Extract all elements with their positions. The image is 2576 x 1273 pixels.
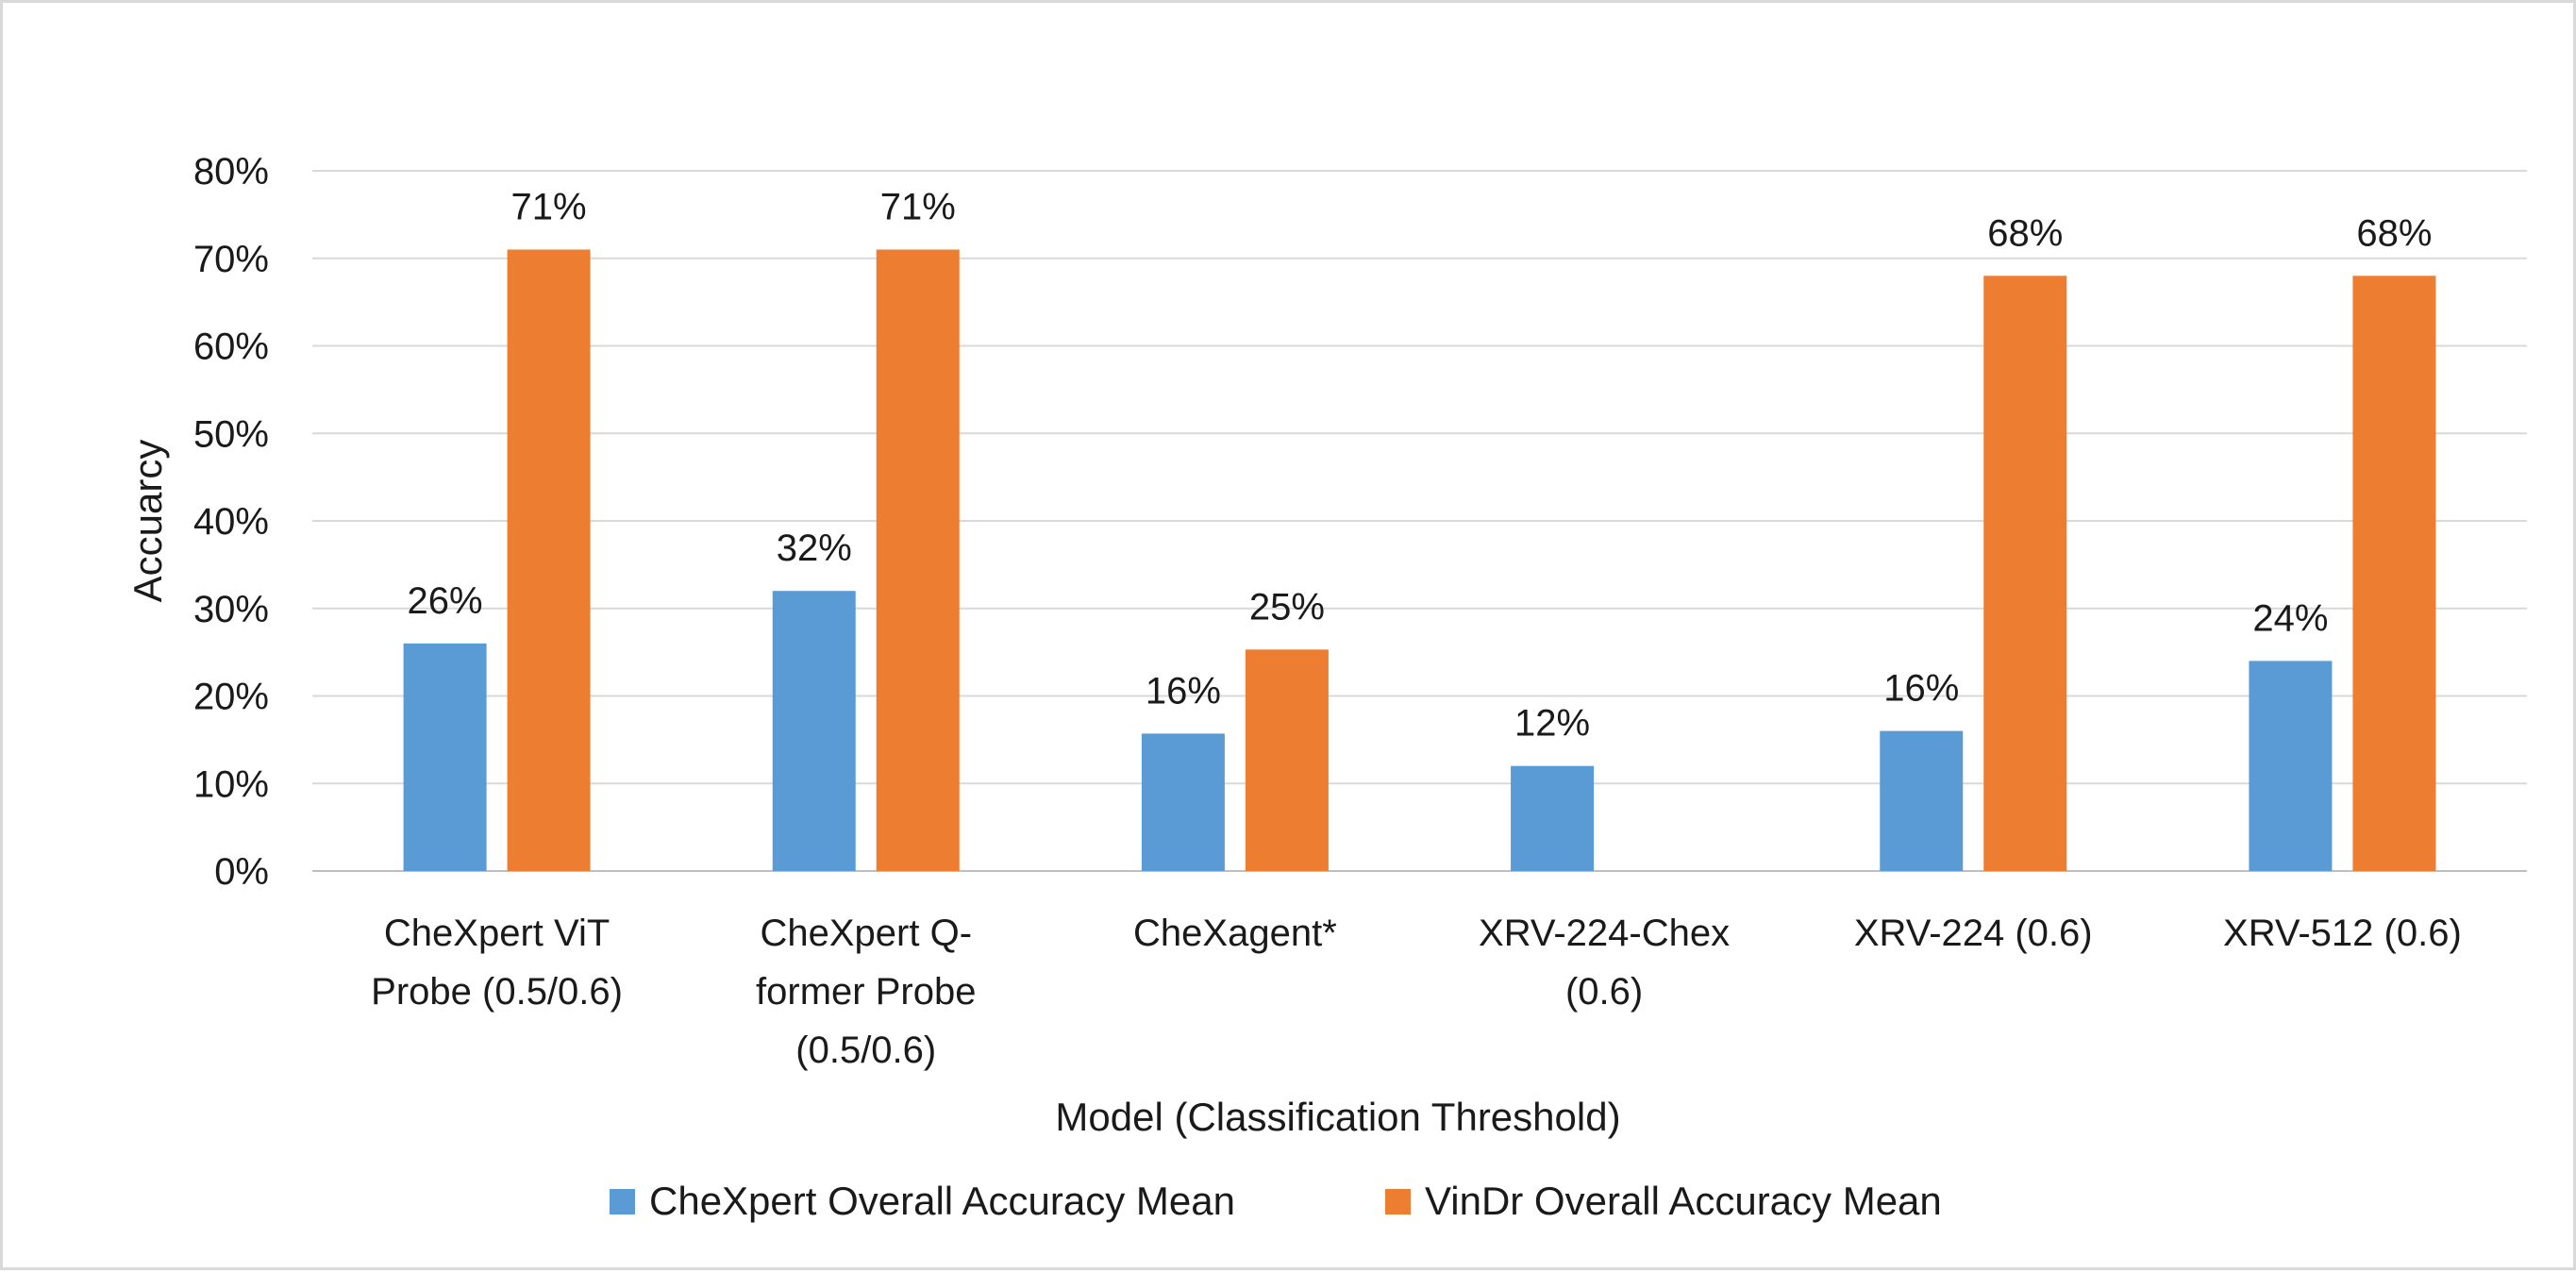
y-tick-label: 40% <box>193 501 269 543</box>
x-category-label: XRV-512 (0.6) <box>2223 913 2462 954</box>
data-label: 71% <box>511 186 587 227</box>
data-label: 32% <box>777 528 852 569</box>
y-tick-label: 60% <box>193 327 269 368</box>
legend: CheXpert Overall Accuracy Mean VinDr Over… <box>610 1179 1942 1223</box>
bar-vindr <box>2352 276 2435 871</box>
x-category-label: CheXagent* <box>1133 913 1337 954</box>
bar-vindr <box>1983 276 2066 871</box>
x-category-label: CheXpert ViT <box>384 913 610 954</box>
bar-chexpert <box>2249 661 2332 871</box>
data-labels: 26% 71% 32% 71% 16% 25% 12% 16% 68% 24% 68% <box>408 186 2433 744</box>
x-axis-categories: CheXpert ViT Probe (0.5/0.6) CheXpert Q-fo… <box>371 913 2462 1071</box>
y-tick-label: 80% <box>193 151 269 193</box>
bar-vindr <box>877 249 960 871</box>
bar-chart: 0% 10% 20% 30% 40% 50% 60% 70% 80% 26% 71% 32% 71% 1… <box>3 3 2576 1273</box>
bar-chexpert <box>773 591 856 871</box>
data-label: 12% <box>1514 703 1590 745</box>
legend-swatch <box>1385 1189 1411 1214</box>
x-category-label: Probe (0.5/0.6) <box>371 971 623 1013</box>
data-label: 68% <box>2356 212 2432 254</box>
y-tick-label: 20% <box>193 677 269 718</box>
data-label: 16% <box>1146 670 1221 712</box>
x-category-label: (0.6) <box>1565 971 1643 1013</box>
data-label: 68% <box>1987 212 2063 254</box>
y-tick-label: 30% <box>193 589 269 630</box>
x-category-label: CheXpert Q- <box>760 913 972 954</box>
data-label: 24% <box>2252 597 2328 639</box>
y-tick-label: 70% <box>193 239 269 280</box>
legend-label: CheXpert Overall Accuracy Mean <box>649 1179 1235 1223</box>
legend-swatch <box>610 1189 635 1214</box>
data-label: 16% <box>1883 668 1959 710</box>
y-axis-title: Accuarcy <box>125 440 170 603</box>
data-label: 26% <box>408 580 483 622</box>
bar-chexpert <box>1511 766 1594 871</box>
x-category-label: XRV-224 (0.6) <box>1854 913 2093 954</box>
y-tick-label: 10% <box>193 763 269 805</box>
x-axis-title: Model (Classification Threshold) <box>1055 1095 1620 1139</box>
y-axis-ticks: 0% 10% 20% 30% 40% 50% 60% 70% 80% <box>193 151 269 893</box>
y-tick-label: 0% <box>214 851 269 893</box>
bar-chexpert <box>1880 731 1963 871</box>
gridlines <box>312 171 2527 871</box>
legend-label: VinDr Overall Accuracy Mean <box>1425 1179 1942 1223</box>
x-category-label: former Probe <box>756 971 976 1013</box>
x-category-label: XRV-224-Chex <box>1479 913 1730 954</box>
bar-chexpert <box>1142 733 1225 871</box>
x-category-label: (0.5/0.6) <box>795 1030 936 1071</box>
data-label: 25% <box>1249 586 1325 628</box>
bar-vindr <box>508 249 591 871</box>
bar-vindr <box>1246 649 1329 871</box>
bars <box>404 249 2436 871</box>
bar-chexpert <box>404 644 487 871</box>
y-tick-label: 50% <box>193 413 269 455</box>
data-label: 71% <box>880 186 956 227</box>
